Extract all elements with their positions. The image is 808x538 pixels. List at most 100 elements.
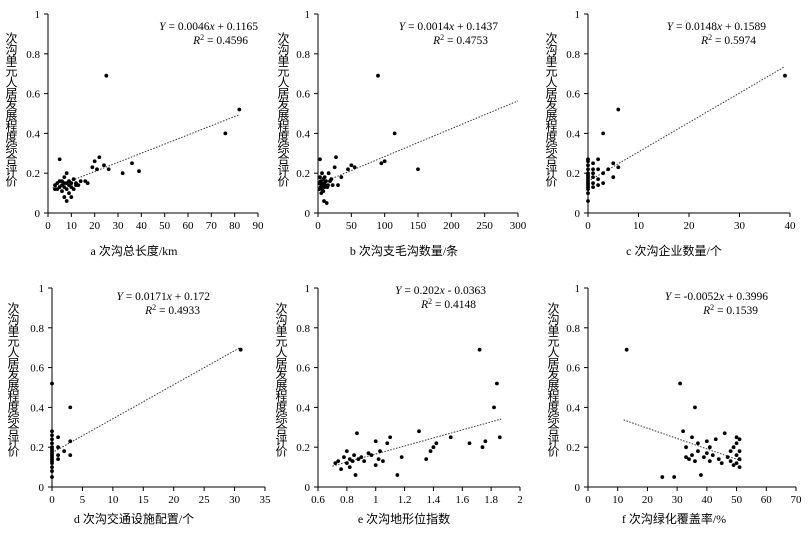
data-point [707,459,712,464]
x-tick-label: 50 [346,220,358,232]
data-point [728,449,733,454]
y-tick-label: 0.6 [26,89,40,101]
data-point [624,347,629,352]
data-point [50,381,54,386]
data-point [56,453,60,458]
data-point [591,181,595,186]
y-tick-label: 0.4 [296,128,310,140]
data-point [376,457,381,462]
data-point [50,445,54,450]
data-point [734,441,739,446]
data-point [104,73,109,78]
y-axis-label: 次沟单元人居发展程度综合评价 [544,32,558,186]
y-tick-label: 1 [35,9,41,21]
data-point [373,439,378,444]
x-tick-label: 1 [373,494,379,506]
data-point [78,179,83,184]
y-tick-label: 0.8 [296,49,310,61]
r-squared: R2 = 0.4753 [432,33,488,47]
y-tick-label: 1 [575,9,581,21]
data-point [318,157,322,162]
data-point [339,467,343,471]
x-tick-label: 50 [159,220,171,232]
x-axis-caption: b 次沟支毛沟数量/条 [349,244,459,258]
data-point [716,457,721,462]
data-point [477,347,482,352]
data-point [591,161,595,166]
y-tick-label: 0.4 [566,402,580,414]
data-point [591,175,595,180]
data-point [672,475,677,479]
y-tick-label: 0.6 [296,363,310,375]
data-point [238,347,243,352]
x-tick-label: 1.6 [455,494,469,506]
data-point [611,161,616,166]
data-point [56,445,60,450]
data-point [601,171,606,176]
x-tick-label: 2 [517,494,523,506]
x-tick-label: 40 [785,220,797,232]
data-point [68,453,73,458]
x-tick-label: 0 [315,220,321,232]
data-point [678,381,683,386]
x-tick-label: 30 [113,220,125,232]
y-tick-label: 0.4 [30,402,44,414]
r-squared: R2 = 0.5974 [700,33,756,47]
y-tick-label: 0.6 [566,363,580,375]
regression-equation: Y = 0.202x - 0.0363 [395,285,486,297]
x-tick-label: 0.8 [340,494,354,506]
data-point [448,435,453,440]
data-point [369,453,374,458]
x-tick-label: 20 [684,220,696,232]
data-point [56,435,60,440]
data-point [601,181,606,186]
y-tick-label: 0 [305,482,311,494]
scatter-plot-svg: 0 0.2 0.4 0.6 0.8 1 0.6 0.8 1 1.2 1.4 1.6 1.8 2 Y = 0.… [296,283,523,506]
y-tick-label: 0 [39,482,45,494]
x-tick-label: 30 [229,494,241,506]
y-tick-label: 0.6 [30,363,44,375]
data-point [97,155,102,160]
data-point [322,199,326,203]
data-point [334,155,338,160]
data-point [355,431,359,436]
y-tick-label: 0.2 [566,442,580,454]
data-point [737,437,742,442]
x-tick-label: 10 [107,494,119,506]
data-point [362,459,367,464]
data-point [62,449,67,454]
data-point [399,455,404,460]
data-point [64,171,69,176]
data-point [350,459,355,464]
y-tick-label: 0.2 [566,168,580,180]
data-point [731,463,736,468]
data-point [342,455,346,460]
y-tick-label: 0.2 [296,168,310,180]
data-point [693,459,697,464]
data-point [431,445,436,450]
data-point [696,449,700,454]
data-point [611,175,616,180]
x-tick-label: 25 [199,494,211,506]
x-tick-label: 40 [701,494,713,506]
y-tick-label: 0.8 [26,49,40,61]
y-axis-label: 次沟单元人居发展程度综合评价 [546,302,560,456]
y-tick-label: 0.8 [566,49,580,61]
data-point [64,187,69,192]
data-point [85,181,90,186]
y-axis-label: 次沟单元人居发展程度综合评价 [6,302,20,456]
data-point [734,453,739,458]
data-point [684,445,688,450]
data-point [395,473,400,477]
data-point [586,171,590,176]
y-tick-label: 0 [575,482,581,494]
x-tick-label: 30 [672,494,684,506]
data-point [95,167,99,172]
data-point [60,189,64,194]
x-axis-caption: c 次沟企业数量/个 [626,244,722,258]
y-tick-label: 0.4 [26,128,40,140]
data-point [50,469,54,473]
regression-equation: Y = 0.0171x + 0.172 [116,291,210,303]
data-point [330,183,335,188]
data-point [50,441,54,446]
